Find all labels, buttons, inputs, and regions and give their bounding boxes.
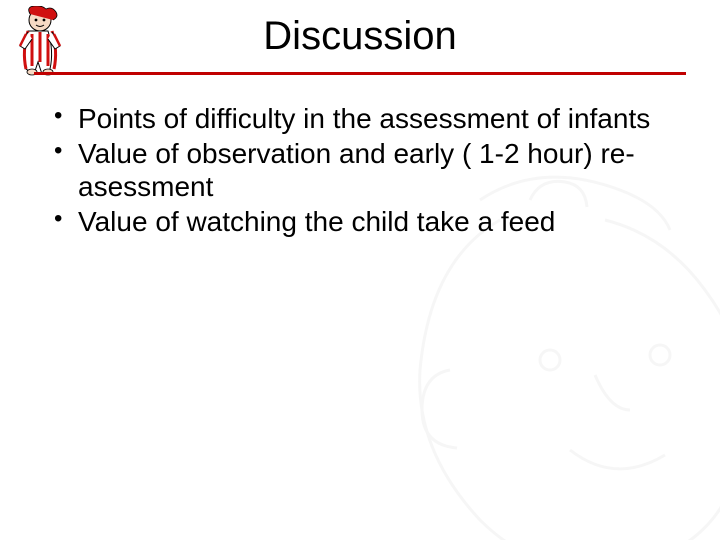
list-item: Value of observation and early ( 1-2 hou…: [52, 137, 662, 203]
bullet-list: Points of difficulty in the assessment o…: [52, 102, 662, 240]
slide: Discussion Points of difficulty in the a…: [0, 0, 720, 540]
title-underline: [34, 72, 686, 75]
slide-title: Discussion: [0, 14, 720, 59]
list-item: Value of watching the child take a feed: [52, 205, 662, 238]
list-item: Points of difficulty in the assessment o…: [52, 102, 662, 135]
